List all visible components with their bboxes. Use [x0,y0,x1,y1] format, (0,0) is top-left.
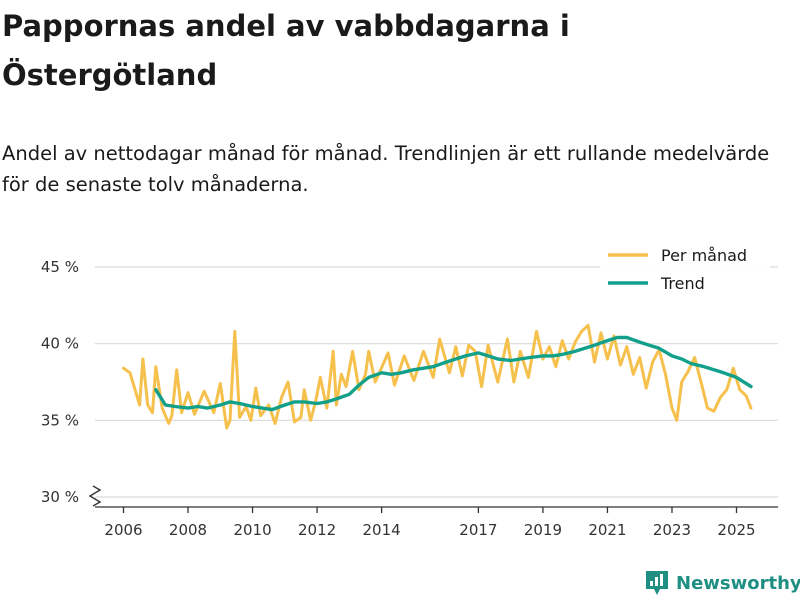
brand-name: Newsworthy [676,572,800,594]
x-tick-label: 2010 [233,521,271,539]
y-tick-label: 30 % [41,488,79,506]
y-axis: 30 % 35 % 40 % 45 % [41,258,102,507]
x-tick-label: 2012 [298,521,336,539]
series-line-trend [154,335,753,412]
y-tick-label: 40 % [41,335,79,353]
chart-subtitle: Andel av nettodagar månad för månad. Tre… [2,142,770,196]
series-lines [122,323,753,430]
legend-label: Trend [660,274,705,293]
legend-label: Per månad [661,246,747,265]
legend: Per månad Trend [600,242,770,296]
x-tick-label: 2025 [717,521,755,539]
y-tick-label: 35 % [41,411,79,429]
x-tick-label: 2008 [169,521,207,539]
chart-title: Pappornas andel av vabbdagarna i Östergö… [2,9,570,92]
series-line-per-manad [122,323,753,430]
legend-box [600,242,770,296]
x-tick-label: 2006 [104,521,142,539]
brand-logo[interactable]: Newsworthy [644,568,800,598]
x-axis: 2006 2008 2010 2012 2014 2017 2019 2021 2023 2025 [95,506,778,539]
x-tick-label: 2019 [524,521,562,539]
axis-break-icon [88,485,102,507]
x-tick-label: 2017 [459,521,497,539]
newsworthy-logo-icon [646,571,668,595]
x-tick-label: 2023 [653,521,691,539]
y-tick-label: 45 % [41,258,79,276]
x-tick-label: 2014 [363,521,401,539]
x-tick-label: 2021 [588,521,626,539]
gridlines [95,266,778,498]
